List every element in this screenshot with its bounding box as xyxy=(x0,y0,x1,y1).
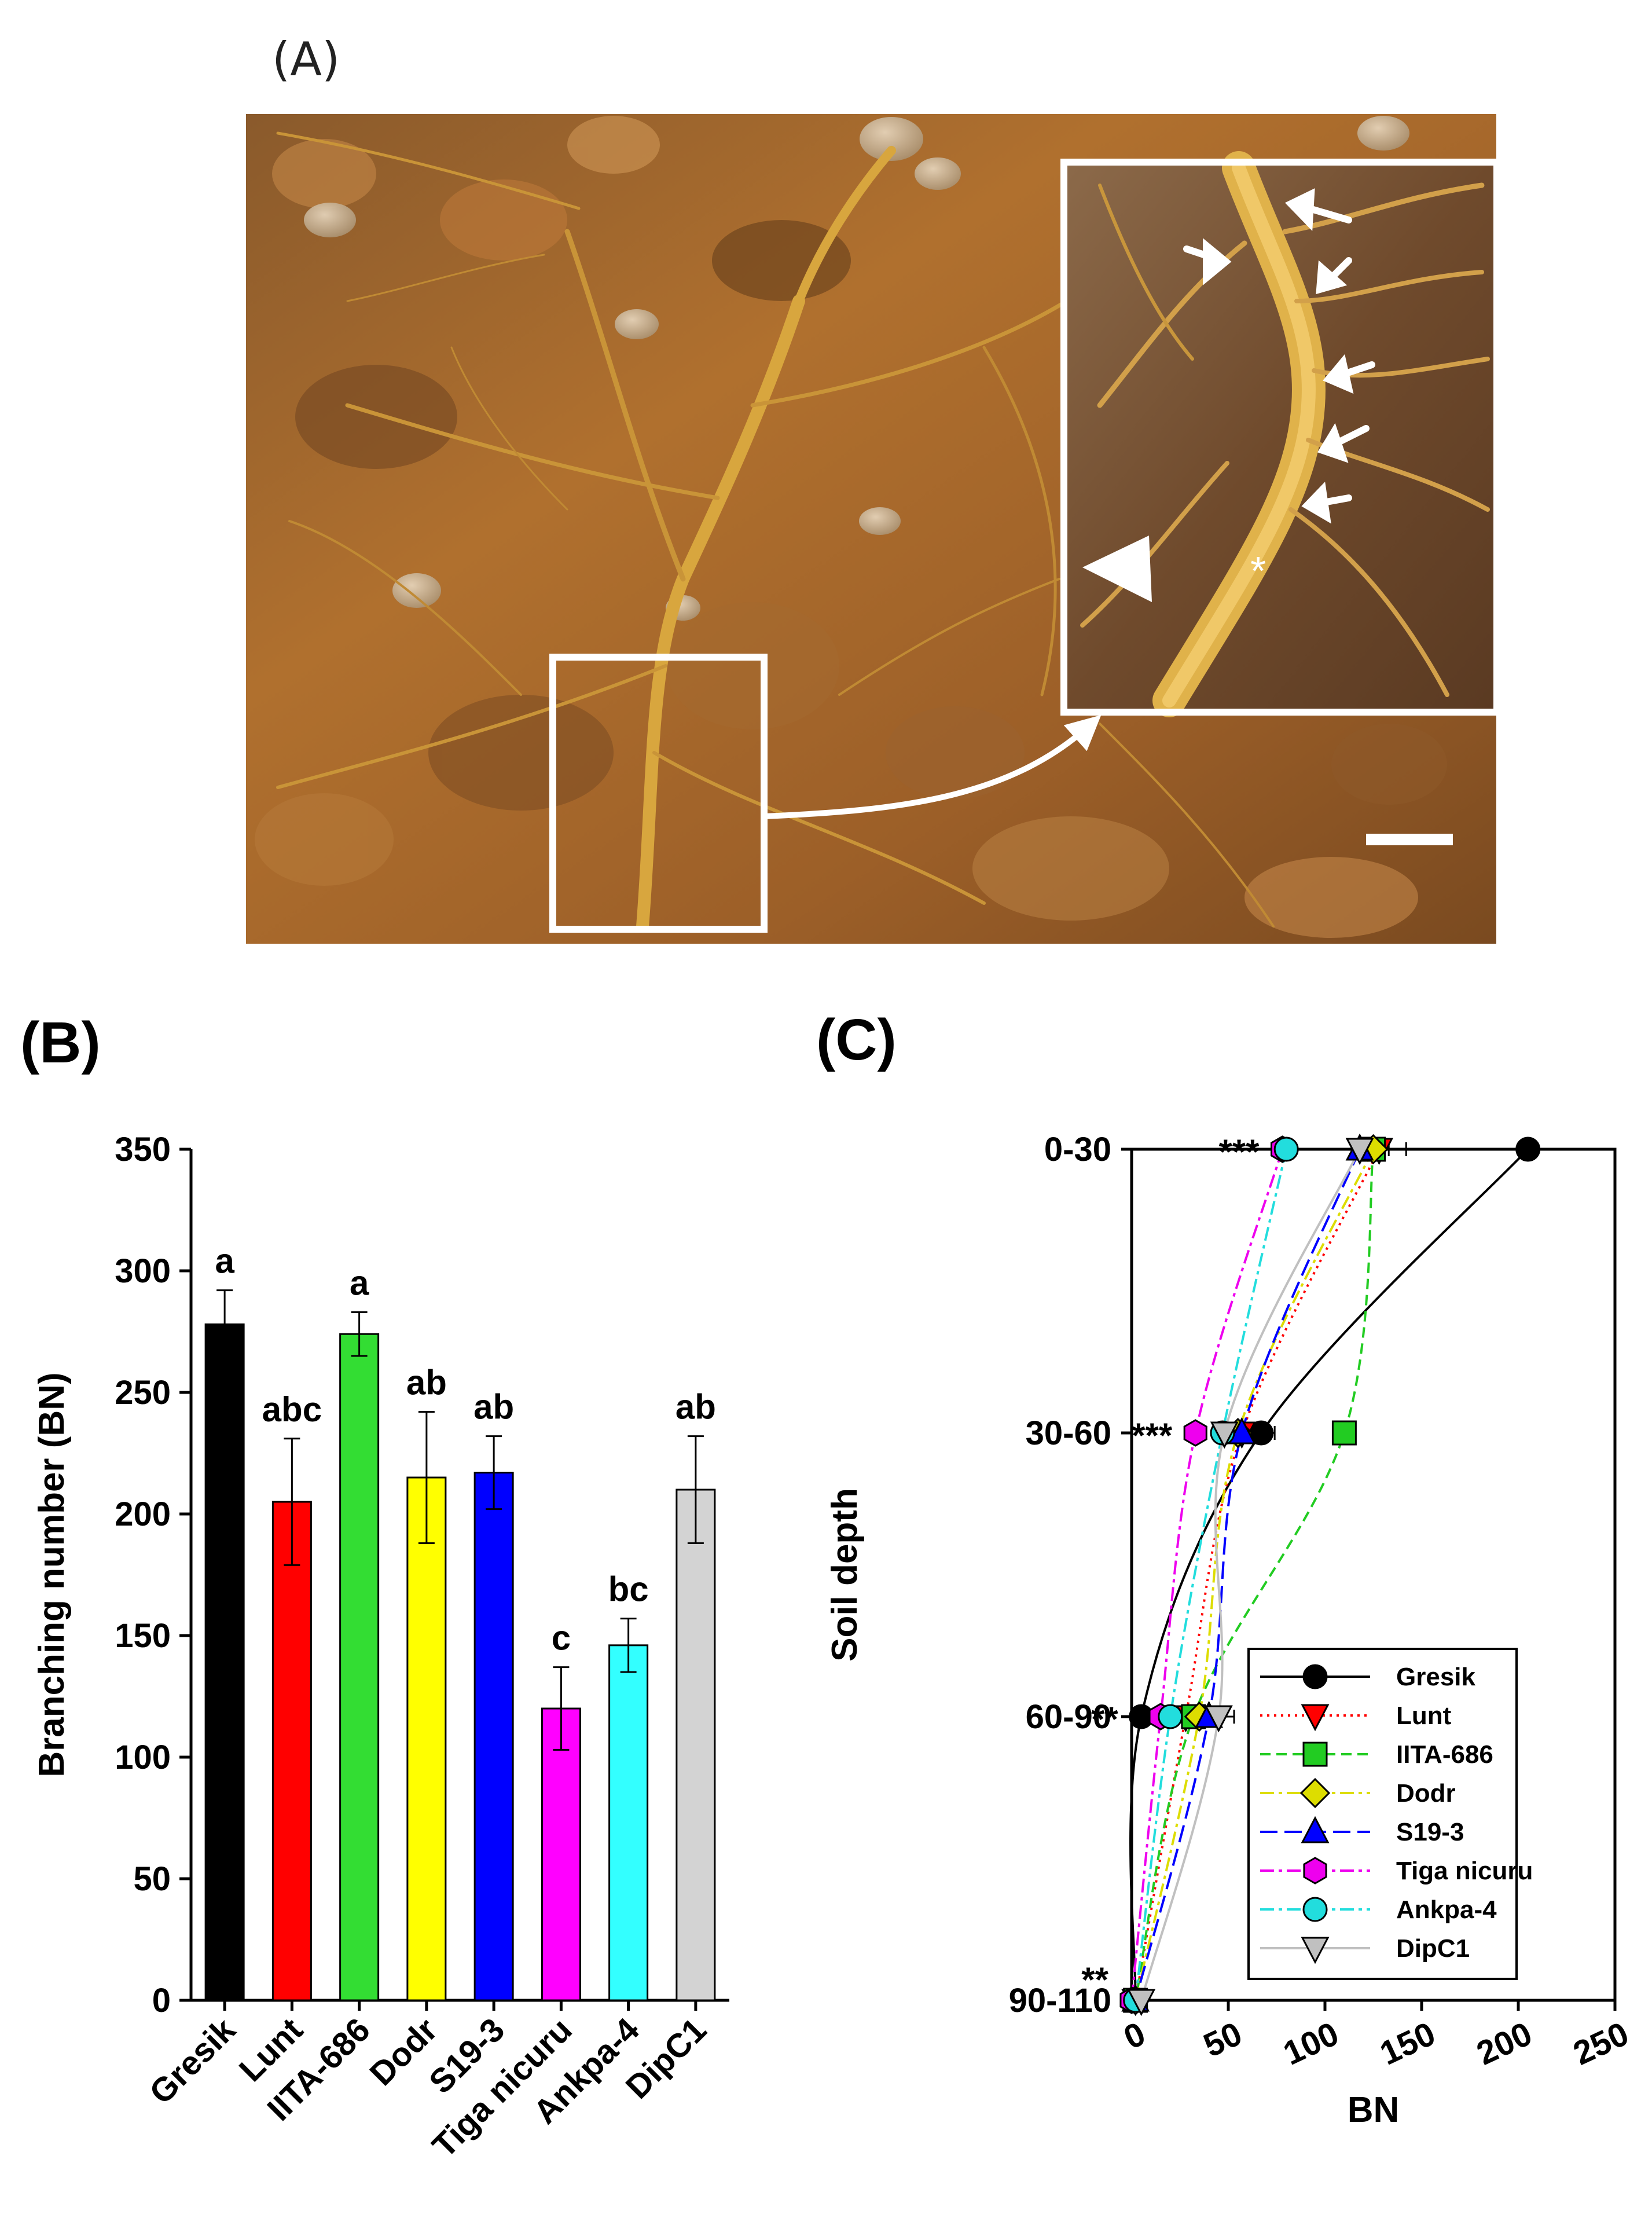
series-line xyxy=(1134,1149,1381,2001)
data-point xyxy=(1273,1137,1299,1162)
x-tick-label: 200 xyxy=(1471,2015,1537,2073)
data-point xyxy=(1302,1664,1328,1689)
significance-letter: abc xyxy=(262,1390,322,1429)
data-point xyxy=(1158,1704,1183,1729)
bar xyxy=(406,1476,447,2001)
x-tick-label: 100 xyxy=(1277,2015,1344,2073)
bar xyxy=(608,1644,649,2001)
data-point xyxy=(1303,1857,1327,1885)
depth-line-chart: 0 50 100 150 200 250 BN 0-30 30-60 60-90 90-110 Soi… xyxy=(825,1131,1634,2130)
bar-chart: 0 50 100 150 200 250 300 350 Branching number (B… xyxy=(32,1131,729,2165)
legend-label: Gresik xyxy=(1396,1663,1476,1691)
zoom-selection-box xyxy=(549,654,768,933)
y-tick-label: 150 xyxy=(115,1617,171,1655)
data-point xyxy=(1301,1816,1330,1843)
data-point xyxy=(1127,1989,1156,2017)
significance-letter: ab xyxy=(676,1388,716,1427)
data-point xyxy=(1301,1937,1330,1964)
y-tick-label: 250 xyxy=(115,1374,171,1412)
y-tick-label: 60-90 xyxy=(1026,1698,1111,1736)
significance-letter: bc xyxy=(608,1570,649,1609)
y-tick-label: 50 xyxy=(133,1860,171,1898)
series-line xyxy=(1134,1149,1375,2001)
x-tick-label: 50 xyxy=(1198,2015,1248,2065)
significance-letter: a xyxy=(350,1263,369,1302)
data-point xyxy=(1183,1419,1207,1447)
legend-label: S19-3 xyxy=(1396,1818,1464,1846)
panel-a-label: (A) xyxy=(272,32,340,86)
data-point xyxy=(1204,1705,1233,1733)
y-tick-label: 100 xyxy=(115,1739,171,1776)
zoom-inset: * xyxy=(1060,151,1500,717)
legend-box xyxy=(1247,1648,1518,1980)
significance-stars: ** xyxy=(1081,1960,1108,1999)
root-photo: * xyxy=(246,114,1500,944)
data-point xyxy=(1227,1417,1256,1445)
significance-letter: c xyxy=(552,1619,571,1658)
series-line xyxy=(1134,1149,1361,2001)
bar xyxy=(676,1489,716,2001)
y-tick-label: 0 xyxy=(152,1982,171,2019)
panel-c-label: (C) xyxy=(816,1007,897,1072)
y-tick-label: 0-30 xyxy=(1044,1131,1111,1168)
series-line xyxy=(1129,1148,1529,2001)
series-line xyxy=(1134,1149,1375,2001)
scale-bar xyxy=(1366,834,1453,845)
x-tick-label: Gresik xyxy=(142,2011,243,2111)
x-tick-label: 0 xyxy=(1118,2015,1151,2057)
y-tick-label: 200 xyxy=(115,1495,171,1533)
significance-stars: *** xyxy=(1132,1416,1173,1455)
significance-letter: a xyxy=(215,1242,234,1281)
y-axis-label: Soil depth xyxy=(825,1488,865,1662)
data-point xyxy=(1331,1420,1357,1446)
legend-label: Ankpa-4 xyxy=(1396,1896,1497,1924)
data-point xyxy=(1301,1704,1330,1732)
bar xyxy=(339,1333,380,2001)
data-point xyxy=(1302,1897,1328,1922)
y-tick-label: 90-110 xyxy=(1009,1982,1111,2019)
bar xyxy=(204,1323,245,2001)
bar xyxy=(271,1501,312,2001)
x-tick-label: 250 xyxy=(1567,2015,1634,2073)
zoom-arrow xyxy=(763,715,1102,819)
legend-label: Dodr xyxy=(1396,1779,1456,1808)
bar xyxy=(541,1707,581,2001)
y-tick-label: 300 xyxy=(115,1252,171,1290)
significance-stars: *** xyxy=(1218,1132,1260,1171)
asterisk-marker: * xyxy=(1250,548,1266,593)
data-point xyxy=(1515,1137,1541,1162)
panel-b-label: (B) xyxy=(20,1010,101,1075)
y-tick-label: 350 xyxy=(115,1131,171,1168)
data-point xyxy=(1299,1777,1331,1809)
significance-letter: ab xyxy=(406,1363,447,1402)
legend-label: IITA-686 xyxy=(1396,1740,1493,1769)
y-tick-label: 30-60 xyxy=(1026,1414,1111,1452)
significance-stars: ** xyxy=(1091,1700,1118,1739)
legend-label: Tiga nicuru xyxy=(1396,1857,1533,1885)
data-point xyxy=(1345,1138,1374,1165)
significance-letter: ab xyxy=(473,1388,514,1427)
x-tick-label: 150 xyxy=(1374,2015,1441,2073)
bar xyxy=(473,1472,514,2001)
arrowhead-marker-icon xyxy=(1082,536,1152,602)
y-axis-label: Branching number (BN) xyxy=(32,1372,72,1777)
series-line xyxy=(1140,1149,1361,2001)
series-line xyxy=(1134,1149,1288,2001)
x-axis-label: BN xyxy=(1348,2090,1400,2130)
legend: Gresik Lunt IITA-686 Dodr S19-3 Tiga nicuru An… xyxy=(1247,1648,1533,1980)
legend-label: DipC1 xyxy=(1396,1934,1470,1963)
data-point xyxy=(1302,1742,1328,1767)
data-point xyxy=(1210,1421,1239,1449)
legend-label: Lunt xyxy=(1396,1702,1452,1730)
